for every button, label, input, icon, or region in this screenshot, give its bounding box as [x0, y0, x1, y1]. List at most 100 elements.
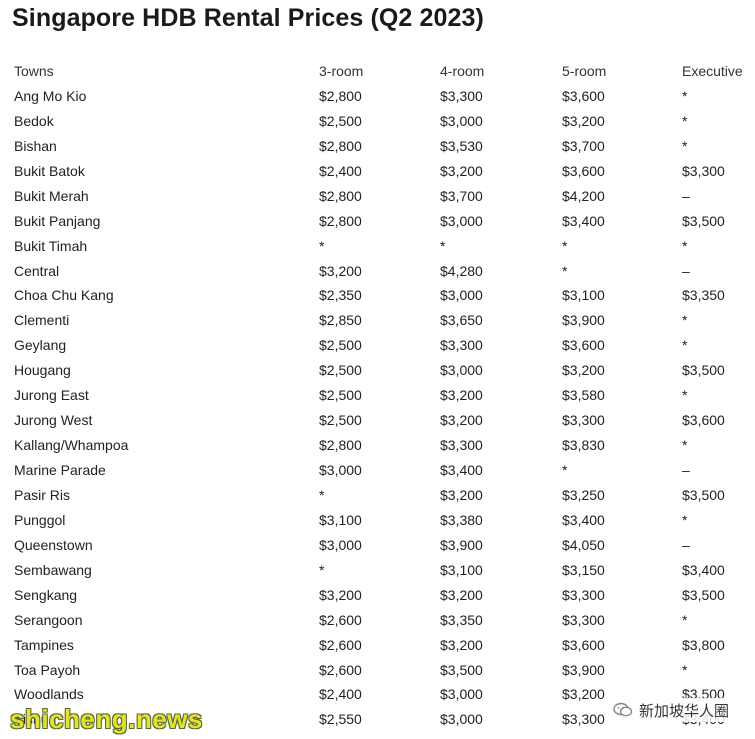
price-cell: $3,300 — [440, 337, 483, 354]
town-name-cell: Bukit Batok — [14, 162, 85, 179]
price-cell: $2,800 — [319, 137, 362, 154]
price-cell: $3,200 — [440, 586, 483, 603]
price-cell: $3,400 — [562, 511, 605, 528]
price-cell: * — [562, 462, 568, 478]
town-name-cell: Yishun — [14, 711, 57, 728]
town-name-cell: Sengkang — [14, 586, 78, 603]
price-cell: $3,300 — [440, 87, 483, 104]
price-cell: $2,600 — [319, 611, 362, 628]
price-cell: $4,050 — [562, 536, 605, 553]
price-cell: $2,500 — [319, 112, 362, 129]
price-cell: $3,600 — [682, 412, 725, 429]
table-row: Sembawang * $3,100 $3,150 $3,400 — [14, 561, 755, 586]
price-cell: $3,200 — [440, 162, 483, 179]
price-cell: * — [682, 87, 688, 104]
table-row: Bishan $2,800 $3,530 $3,700 * — [14, 137, 755, 162]
price-cell: $3,350 — [682, 287, 725, 304]
price-cell: $3,400 — [440, 462, 483, 478]
table-row: Woodlands $2,400 $3,000 $3,200 $3,500 — [14, 685, 755, 710]
table-row: Jurong West $2,500 $3,200 $3,300 $3,600 — [14, 411, 755, 436]
footer-watermarks: shicheng.news 新加坡华人圈 — [0, 698, 755, 739]
price-cell: $3,300 — [562, 711, 605, 728]
page-title: Singapore HDB Rental Prices (Q2 2023) — [12, 4, 484, 32]
price-cell: $3,350 — [440, 611, 483, 628]
table-row: Bukit Merah $2,800 $3,700 $4,200 – — [14, 187, 755, 212]
price-cell: $2,550 — [319, 711, 362, 728]
price-cell: * — [562, 237, 568, 254]
table-row: Tampines $2,600 $3,200 $3,600 $3,800 — [14, 636, 755, 661]
price-cell: $2,800 — [319, 187, 362, 204]
price-cell: $3,100 — [319, 511, 362, 528]
price-cell: * — [682, 112, 688, 129]
site-watermark: shicheng.news — [10, 704, 203, 734]
price-cell: $2,500 — [319, 412, 362, 429]
price-cell: $3,380 — [440, 511, 483, 528]
price-cell: $3,200 — [440, 636, 483, 653]
table-row: Queenstown $3,000 $3,900 $4,050 – — [14, 536, 755, 561]
price-cell: * — [440, 237, 446, 254]
price-cell: * — [562, 262, 568, 279]
price-cell: $3,300 — [562, 412, 605, 429]
town-name-cell: Woodlands — [14, 686, 84, 703]
table-row: Toa Payoh $2,600 $3,500 $3,900 * — [14, 661, 755, 686]
price-cell: $3,200 — [440, 486, 483, 503]
price-cell: $2,350 — [319, 287, 362, 304]
table-row: Serangoon $2,600 $3,350 $3,300 * — [14, 611, 755, 636]
price-cell: * — [682, 137, 688, 154]
wechat-watermark: 新加坡华人圈 — [608, 698, 733, 722]
column-header-3-room: 3-room — [319, 63, 364, 79]
town-name-cell: Ang Mo Kio — [14, 87, 87, 104]
price-cell: – — [682, 536, 690, 553]
town-name-cell: Jurong West — [14, 412, 93, 429]
price-cell: $3,300 — [562, 611, 605, 628]
price-cell: $3,650 — [440, 312, 483, 329]
price-cell: $3,250 — [562, 486, 605, 503]
price-cell: $3,700 — [440, 187, 483, 204]
column-header-4-room: 4-room — [440, 63, 485, 79]
town-name-cell: Choa Chu Kang — [14, 287, 114, 304]
town-name-cell: Bukit Merah — [14, 187, 89, 204]
price-cell: $2,600 — [319, 636, 362, 653]
town-name-cell: Bukit Panjang — [14, 212, 101, 229]
price-cell: $2,400 — [319, 162, 362, 179]
table-row: Central $3,200 $4,280 * – — [14, 262, 755, 287]
column-header-executive: Executive — [682, 63, 743, 79]
price-cell: $3,500 — [682, 212, 725, 229]
price-cell: $2,400 — [319, 686, 362, 703]
table-row: Ang Mo Kio $2,800 $3,300 $3,600 * — [14, 87, 755, 112]
price-cell: $3,200 — [440, 412, 483, 429]
price-cell: – — [682, 262, 690, 279]
price-cell: * — [682, 337, 688, 354]
price-cell: $3,300 — [440, 437, 483, 454]
price-cell: $2,800 — [319, 437, 362, 454]
column-header-5-room: 5-room — [562, 63, 607, 79]
town-name-cell: Bedok — [14, 112, 54, 129]
price-cell: $3,000 — [440, 212, 483, 229]
price-cell: $2,600 — [319, 661, 362, 678]
price-cell: $3,700 — [562, 137, 605, 154]
price-cell: $3,000 — [319, 536, 362, 553]
price-cell: $3,200 — [562, 112, 605, 129]
town-name-cell: Punggol — [14, 511, 66, 528]
price-cell: * — [682, 661, 688, 678]
price-cell: $2,500 — [319, 337, 362, 354]
price-cell: $3,000 — [440, 686, 483, 703]
town-name-cell: Serangoon — [14, 611, 83, 628]
price-cell: $3,600 — [562, 162, 605, 179]
price-cell: $3,600 — [562, 636, 605, 653]
price-cell: $3,500 — [682, 586, 725, 603]
price-cell: * — [319, 561, 325, 578]
town-name-cell: Sembawang — [14, 561, 92, 578]
table-row: Bukit Batok $2,400 $3,200 $3,600 $3,300 — [14, 162, 755, 187]
town-name-cell: Marine Parade — [14, 462, 106, 478]
price-cell: $3,200 — [562, 362, 605, 379]
town-name-cell: Central — [14, 262, 60, 279]
price-cell: $3,830 — [562, 437, 605, 454]
price-cell: * — [682, 437, 688, 454]
table-row: Bedok $2,500 $3,000 $3,200 * — [14, 112, 755, 137]
wechat-watermark-text: 新加坡华人圈 — [638, 702, 729, 720]
town-name-cell: Hougang — [14, 362, 71, 379]
column-header-towns: Towns — [14, 63, 54, 79]
price-cell: * — [682, 312, 688, 329]
price-cell: $3,500 — [682, 362, 725, 379]
